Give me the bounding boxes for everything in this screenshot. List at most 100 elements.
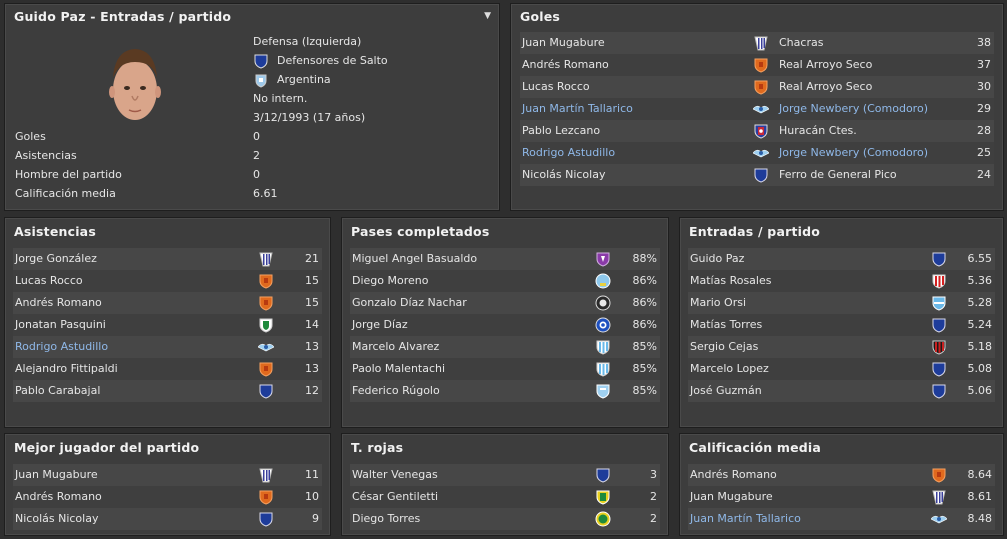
- club-badge-icon[interactable]: [258, 383, 274, 399]
- player-name[interactable]: Andrés Romano: [522, 58, 609, 71]
- club-badge-icon[interactable]: [931, 273, 947, 289]
- club-badge-icon[interactable]: [595, 273, 611, 289]
- table-row[interactable]: Rodrigo Astudillo Jorge Newbery (Comodoro…: [520, 142, 994, 164]
- player-name[interactable]: Lucas Rocco: [522, 80, 590, 93]
- player-name[interactable]: Andrés Romano: [690, 468, 777, 481]
- player-name[interactable]: Sergio Cejas: [690, 340, 759, 353]
- team-name[interactable]: Chacras: [779, 36, 824, 49]
- table-row[interactable]: Pablo Lezcano Huracán Ctes. 28: [520, 120, 994, 142]
- player-name[interactable]: Walter Venegas: [352, 468, 438, 481]
- player-name[interactable]: Andrés Romano: [15, 296, 102, 309]
- table-row[interactable]: Paolo Malentachi 85%: [350, 358, 660, 380]
- player-name[interactable]: Nicolás Nicolay: [522, 168, 606, 181]
- table-row[interactable]: Pablo Carabajal 12: [13, 380, 322, 402]
- team-name[interactable]: Ferro de General Pico: [779, 168, 897, 181]
- club-badge-icon[interactable]: [931, 383, 947, 399]
- table-row[interactable]: Walter Venegas 3: [350, 464, 660, 486]
- table-row[interactable]: Jorge González 21: [13, 248, 322, 270]
- club-badge-icon[interactable]: [258, 361, 274, 377]
- table-row[interactable]: Matías Rosales 5.36: [688, 270, 995, 292]
- table-row[interactable]: Mario Orsi 5.28: [688, 292, 995, 314]
- table-row[interactable]: Andrés Romano 10: [13, 486, 322, 508]
- club-badge-icon[interactable]: [753, 57, 769, 73]
- club-badge-icon[interactable]: [258, 467, 274, 483]
- player-name[interactable]: Diego Moreno: [352, 274, 429, 287]
- player-name[interactable]: Jonatan Pasquini: [15, 318, 106, 331]
- table-row[interactable]: Rodrigo Astudillo 13: [13, 336, 322, 358]
- club-badge-icon[interactable]: [931, 511, 947, 527]
- club-badge-icon[interactable]: [595, 511, 611, 527]
- player-club[interactable]: Defensores de Salto: [253, 53, 388, 69]
- club-badge-icon[interactable]: [258, 295, 274, 311]
- table-row[interactable]: César Gentiletti 2: [350, 486, 660, 508]
- player-nation[interactable]: Argentina: [253, 72, 331, 88]
- club-badge-icon[interactable]: [931, 317, 947, 333]
- table-row[interactable]: Andrés Romano Real Arroyo Seco 37: [520, 54, 994, 76]
- table-row[interactable]: Juan Mugabure Chacras 38: [520, 32, 994, 54]
- player-name[interactable]: Gonzalo Díaz Nachar: [352, 296, 467, 309]
- table-row[interactable]: Nicolás Nicolay Ferro de General Pico 24: [520, 164, 994, 186]
- player-name[interactable]: Marcelo Lopez: [690, 362, 769, 375]
- club-badge-icon[interactable]: [258, 339, 274, 355]
- table-row[interactable]: Guido Paz 6.55: [688, 248, 995, 270]
- table-row[interactable]: Juan Martín Tallarico Jorge Newbery (Como…: [520, 98, 994, 120]
- club-badge-icon[interactable]: [753, 123, 769, 139]
- club-badge-icon[interactable]: [595, 317, 611, 333]
- club-badge-icon[interactable]: [258, 251, 274, 267]
- dropdown-arrow-icon[interactable]: ▼: [484, 11, 491, 21]
- player-name[interactable]: Matías Rosales: [690, 274, 772, 287]
- club-badge-icon[interactable]: [595, 361, 611, 377]
- team-name[interactable]: Jorge Newbery (Comodoro): [779, 102, 928, 115]
- club-badge-icon[interactable]: [753, 167, 769, 183]
- club-badge-icon[interactable]: [753, 79, 769, 95]
- player-name[interactable]: Paolo Malentachi: [352, 362, 446, 375]
- club-badge-icon[interactable]: [931, 467, 947, 483]
- club-badge-icon[interactable]: [753, 101, 769, 117]
- player-name[interactable]: Diego Torres: [352, 512, 421, 525]
- player-name[interactable]: Miguel Angel Basualdo: [352, 252, 478, 265]
- club-badge-icon[interactable]: [595, 489, 611, 505]
- table-row[interactable]: Nicolás Nicolay 9: [13, 508, 322, 530]
- player-name[interactable]: Juan Mugabure: [522, 36, 605, 49]
- player-name[interactable]: Pablo Carabajal: [15, 384, 101, 397]
- player-name[interactable]: Lucas Rocco: [15, 274, 83, 287]
- player-name[interactable]: Andrés Romano: [15, 490, 102, 503]
- player-name[interactable]: Mario Orsi: [690, 296, 747, 309]
- club-badge-icon[interactable]: [931, 251, 947, 267]
- team-name[interactable]: Jorge Newbery (Comodoro): [779, 146, 928, 159]
- table-row[interactable]: Diego Torres 2: [350, 508, 660, 530]
- club-badge-icon[interactable]: [595, 383, 611, 399]
- player-name[interactable]: César Gentiletti: [352, 490, 439, 503]
- table-row[interactable]: Lucas Rocco Real Arroyo Seco 30: [520, 76, 994, 98]
- table-row[interactable]: Juan Mugabure 8.61: [688, 486, 995, 508]
- player-name[interactable]: Juan Martín Tallarico: [522, 102, 633, 115]
- club-badge-icon[interactable]: [753, 35, 769, 51]
- player-name[interactable]: Jorge González: [15, 252, 97, 265]
- team-name[interactable]: Huracán Ctes.: [779, 124, 857, 137]
- table-row[interactable]: Andrés Romano 15: [13, 292, 322, 314]
- table-row[interactable]: Gonzalo Díaz Nachar 86%: [350, 292, 660, 314]
- table-row[interactable]: Matías Torres 5.24: [688, 314, 995, 336]
- table-row[interactable]: Lucas Rocco 15: [13, 270, 322, 292]
- table-row[interactable]: Juan Martín Tallarico 8.48: [688, 508, 995, 530]
- player-name[interactable]: Juan Mugabure: [15, 468, 98, 481]
- table-row[interactable]: Jorge Díaz 86%: [350, 314, 660, 336]
- table-row[interactable]: Andrés Romano 8.64: [688, 464, 995, 486]
- club-badge-icon[interactable]: [258, 273, 274, 289]
- club-badge-icon[interactable]: [931, 489, 947, 505]
- team-name[interactable]: Real Arroyo Seco: [779, 80, 873, 93]
- player-name[interactable]: Federico Rúgolo: [352, 384, 440, 397]
- table-row[interactable]: Marcelo Alvarez 85%: [350, 336, 660, 358]
- club-badge-icon[interactable]: [753, 145, 769, 161]
- table-row[interactable]: Marcelo Lopez 5.08: [688, 358, 995, 380]
- table-row[interactable]: José Guzmán 5.06: [688, 380, 995, 402]
- table-row[interactable]: Jonatan Pasquini 14: [13, 314, 322, 336]
- player-name[interactable]: Juan Martín Tallarico: [690, 512, 801, 525]
- player-name[interactable]: Marcelo Alvarez: [352, 340, 440, 353]
- player-name[interactable]: José Guzmán: [690, 384, 762, 397]
- table-row[interactable]: Juan Mugabure 11: [13, 464, 322, 486]
- club-badge-icon[interactable]: [595, 467, 611, 483]
- player-name[interactable]: Rodrigo Astudillo: [15, 340, 109, 353]
- club-badge-icon[interactable]: [595, 251, 611, 267]
- player-name[interactable]: Pablo Lezcano: [522, 124, 601, 137]
